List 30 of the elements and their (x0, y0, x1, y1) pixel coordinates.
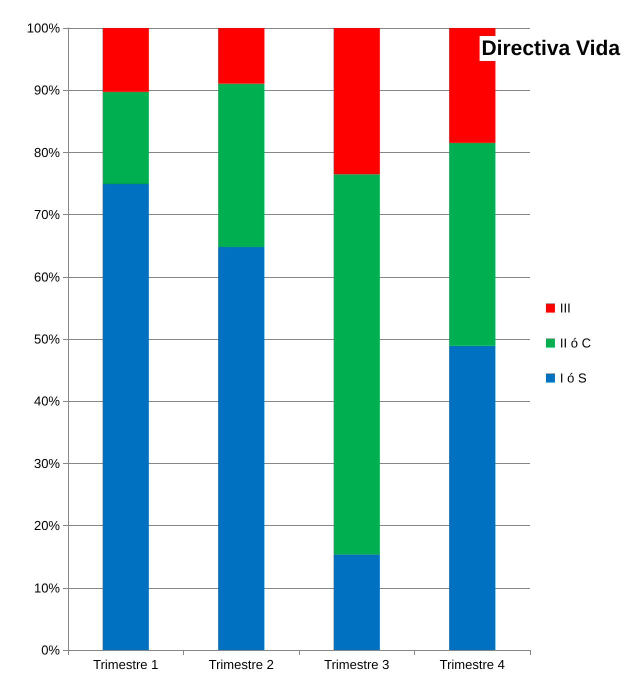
y-tick-label: 90% (34, 82, 60, 98)
bar (449, 142, 496, 346)
y-tick-label: 50% (34, 332, 60, 346)
y-tick-label: 80% (34, 144, 60, 160)
y-tick-label: 100% (26, 20, 60, 36)
bar (334, 174, 380, 554)
y-tick-label: 10% (34, 580, 60, 596)
x-tick-label: Trimestre 3 (324, 657, 390, 672)
y-tick-label: 20% (34, 518, 60, 534)
x-tick-label: Trimestre 1 (93, 657, 158, 672)
y-tick-label: 40% (34, 394, 60, 409)
x-tick-label: Trimestre 4 (440, 657, 505, 672)
bar (102, 91, 149, 184)
bar (218, 246, 264, 650)
bar (334, 554, 380, 650)
bar (102, 184, 149, 650)
y-tick-label: 30% (34, 456, 60, 471)
x-tick-label: Trimestre 2 (208, 657, 274, 672)
legend-label: II ó C (560, 336, 592, 350)
y-tick-label: 60% (34, 269, 60, 284)
bar (449, 346, 496, 650)
y-tick-label: 70% (34, 207, 60, 222)
bar (102, 28, 149, 92)
y-tick-label: 0% (41, 642, 60, 658)
legend-label: III (560, 300, 571, 316)
bar (218, 83, 264, 247)
legend-label: I ó S (560, 370, 587, 386)
bar (218, 28, 264, 84)
chart-title: Directiva Vida (481, 37, 620, 60)
bar (334, 28, 380, 174)
